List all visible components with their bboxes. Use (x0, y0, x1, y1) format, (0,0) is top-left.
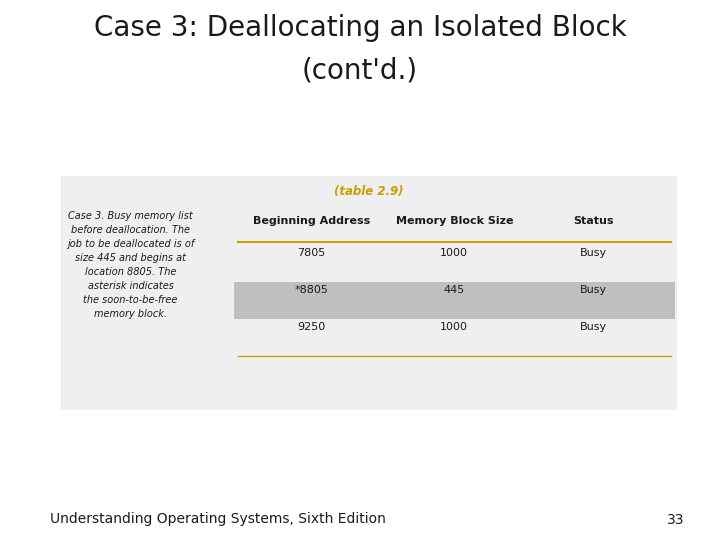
Text: Case 3: Deallocating an Isolated Block: Case 3: Deallocating an Isolated Block (94, 14, 626, 42)
Text: Status: Status (573, 216, 613, 226)
Text: 1000: 1000 (441, 322, 468, 332)
Text: Memory Block Size: Memory Block Size (395, 216, 513, 226)
FancyBboxPatch shape (61, 176, 677, 410)
Text: 445: 445 (444, 285, 465, 295)
Text: 33: 33 (667, 512, 684, 526)
Text: Busy: Busy (580, 322, 606, 332)
Text: 7805: 7805 (297, 248, 325, 259)
Text: Case 3. Busy memory list
before deallocation. The
job to be deallocated is of
si: Case 3. Busy memory list before dealloca… (67, 211, 194, 319)
Text: Busy: Busy (580, 285, 606, 295)
FancyBboxPatch shape (234, 282, 675, 319)
Text: Busy: Busy (580, 248, 606, 259)
Text: Understanding Operating Systems, Sixth Edition: Understanding Operating Systems, Sixth E… (50, 512, 386, 526)
Text: *8805: *8805 (294, 285, 328, 295)
Text: (cont'd.): (cont'd.) (302, 57, 418, 85)
Text: (table 2.9): (table 2.9) (334, 185, 404, 198)
Text: Beginning Address: Beginning Address (253, 216, 370, 226)
Text: 1000: 1000 (441, 248, 468, 259)
Text: 9250: 9250 (297, 322, 325, 332)
